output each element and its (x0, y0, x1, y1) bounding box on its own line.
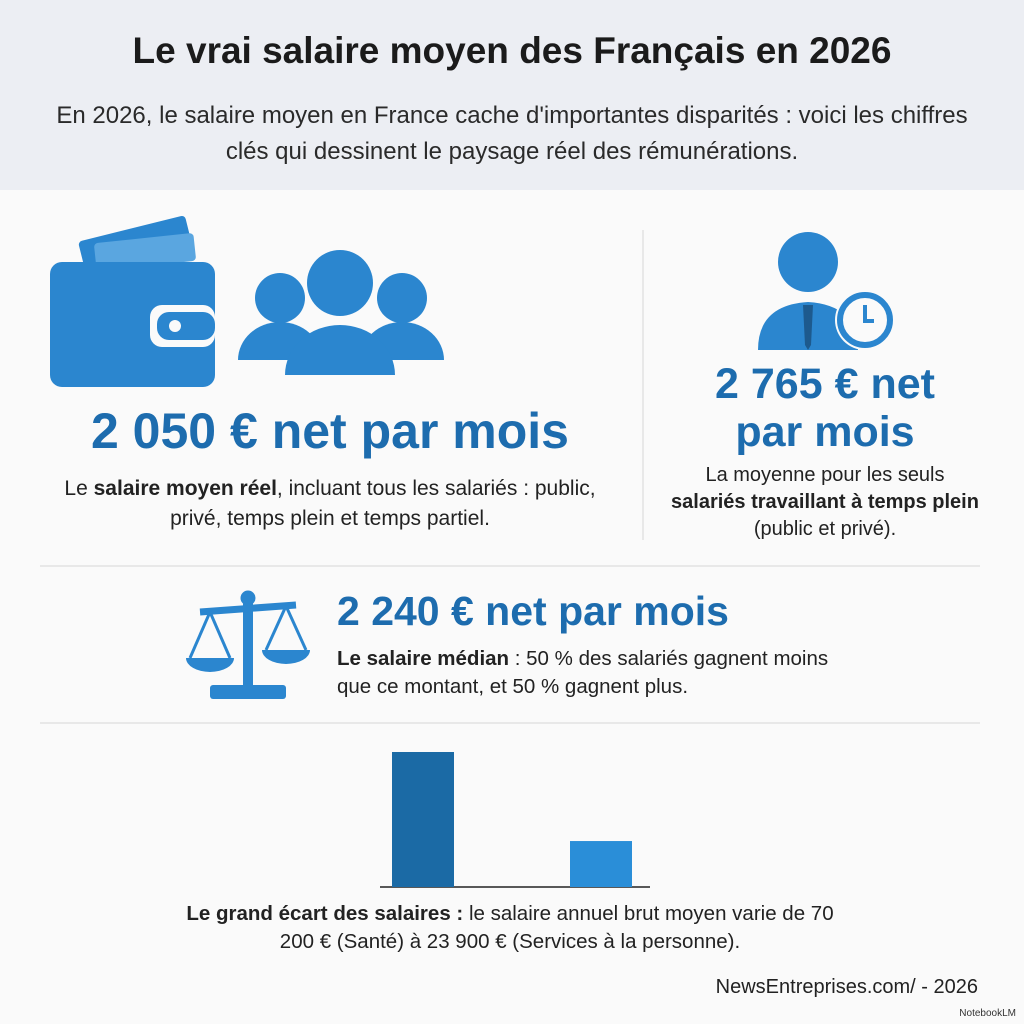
text: (public et privé). (753, 518, 897, 540)
chart-caption: Le grand écart des salaires : le salaire… (170, 900, 850, 956)
bar-chart (392, 752, 632, 887)
bar (570, 841, 632, 887)
text: le salaire annuel brut moyen varie de 70… (279, 902, 834, 953)
stat-description: Le salaire moyen réel, incluant tous les… (40, 474, 620, 534)
stat-value: 2 765 € net par mois (715, 360, 935, 456)
badge: NotebookLM (959, 1008, 1016, 1019)
people-icon (238, 250, 444, 375)
stat-value: 2 240 € net par mois (337, 588, 729, 634)
text: : 50 % des salariés gagnent moins que ce… (337, 647, 829, 698)
bold-text: Le grand écart des salaires : (186, 902, 464, 925)
bold-text: salaire moyen réel (93, 477, 277, 500)
bold-text: salariés travaillant à temps plein (671, 491, 979, 513)
wallet-icon (50, 215, 215, 387)
source: NewsEntreprises.com/ - 2026 (715, 976, 978, 998)
bar (392, 752, 454, 887)
subtitle: En 2026, le salaire moyen en France cach… (56, 102, 968, 165)
employee-clock-icon (758, 232, 895, 350)
stat-description: Le salaire médian : 50 % des salariés ga… (337, 645, 837, 701)
stat-value: 2 050 € net par mois (90, 403, 569, 459)
header-band (0, 0, 1024, 190)
text: Le (64, 477, 94, 500)
scales-icon (186, 590, 310, 699)
title: Le vrai salaire moyen des Français en 20… (132, 30, 892, 71)
stat-description: La moyenne pour les seuls salariés trava… (668, 462, 982, 543)
text: , incluant tous les salariés : public, p… (170, 477, 596, 530)
bold-text: Le salaire médian (337, 647, 510, 670)
text: La moyenne pour les seuls (705, 464, 945, 486)
